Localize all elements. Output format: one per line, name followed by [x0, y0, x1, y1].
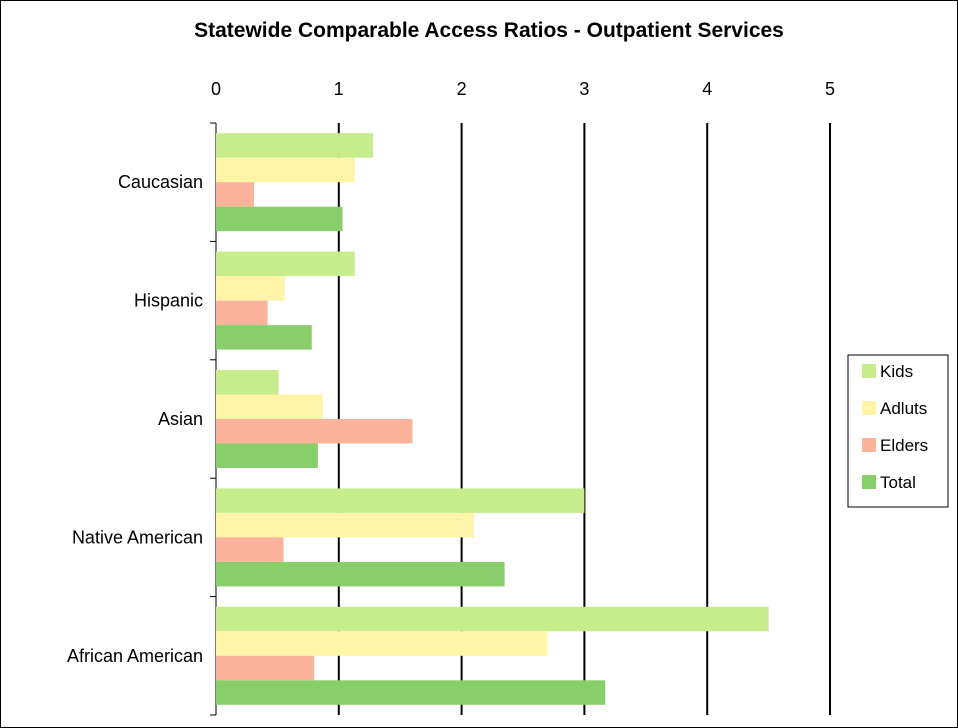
bar-kids — [216, 133, 374, 158]
bar-kids — [216, 370, 279, 395]
legend-swatch — [862, 401, 876, 415]
bar-adluts — [216, 394, 323, 419]
x-tick-label: 5 — [825, 79, 835, 99]
bar-total — [216, 206, 343, 232]
bar-total — [216, 680, 606, 705]
bar-elders — [216, 537, 284, 562]
legend-swatch — [862, 364, 876, 378]
category-labels: Caucasian Hispanic Asian Native American Afr… — [67, 172, 203, 666]
category-label: Asian — [158, 409, 203, 429]
bar-elders — [216, 182, 255, 207]
category-label: African American — [67, 646, 203, 666]
x-axis-ticks: 0 1 2 3 4 5 — [211, 79, 835, 99]
x-tick-label: 2 — [457, 79, 467, 99]
legend-swatch — [862, 475, 876, 489]
x-tick-label: 3 — [579, 79, 589, 99]
legend-label: Total — [880, 473, 916, 492]
x-tick-label: 0 — [211, 79, 221, 99]
bar-kids — [216, 251, 355, 277]
category-label: Native American — [72, 527, 203, 547]
bar-total — [216, 443, 318, 468]
bar-total — [216, 561, 505, 587]
chart-title: Statewide Comparable Access Ratios - Out… — [194, 19, 784, 42]
bar-kids — [216, 488, 585, 513]
bar-total — [216, 325, 312, 350]
legend: Kids Adluts Elders Total — [847, 354, 949, 508]
bar-elders — [216, 419, 413, 444]
category-label: Caucasian — [118, 172, 203, 192]
x-tick-label: 4 — [702, 79, 712, 99]
bar-adluts — [216, 276, 285, 301]
bars — [216, 133, 769, 705]
category-label: Hispanic — [134, 291, 203, 311]
bar-adluts — [216, 157, 355, 183]
legend-label: Elders — [880, 436, 928, 455]
bar-adluts — [216, 631, 548, 656]
legend-label: Adluts — [880, 399, 927, 418]
legend-swatch — [862, 438, 876, 452]
bar-elders — [216, 655, 315, 681]
bar-adluts — [216, 512, 474, 538]
bar-elders — [216, 300, 268, 326]
x-tick-label: 1 — [334, 79, 344, 99]
bar-kids — [216, 606, 769, 632]
legend-label: Kids — [880, 362, 913, 381]
